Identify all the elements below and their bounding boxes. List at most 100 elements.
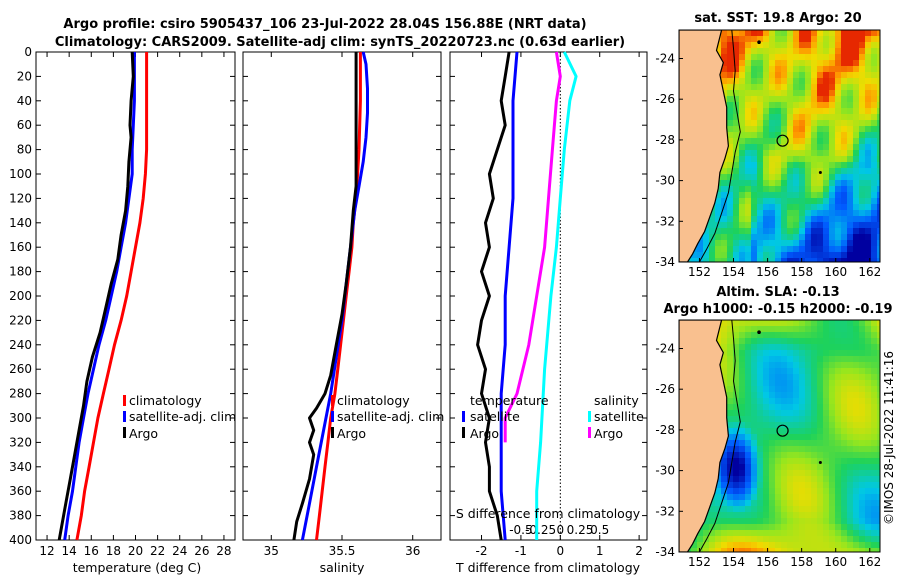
sla-map-title-2: Argo h1000: -0.15 h2000: -0.19 [663,302,892,317]
y-tick-label: 160 [9,240,32,254]
x-tick-label: 26 [194,544,209,558]
legend-title-temperature: temperature [470,393,549,408]
temperature-legend: climatology satellite-adj. clim Argo [123,393,236,441]
x-tick-label: 22 [150,544,165,558]
legend-label: climatology [129,393,202,408]
series-line-salinity-satellite [535,51,578,540]
x-tick-label: 18 [106,544,121,558]
series-line-argo [57,51,135,541]
x-tick-label: 36 [405,544,420,558]
plot-area [449,51,648,541]
y-tick-label: 300 [9,411,32,425]
series-line-satellite-adj-clim [63,52,136,541]
sst-map-title: sat. SST: 19.8 Argo: 20 [694,11,861,26]
x-tick-label: 158 [790,555,813,569]
island-marker [818,170,822,174]
y-tick-label: -26 [655,92,675,106]
x-tick-label: 35.5 [329,544,356,558]
land-mass [679,320,730,552]
legend-label: Argo [129,426,158,441]
y-tick-label: 240 [9,338,32,352]
y-tick-label: 140 [9,216,32,230]
y-tick-label: -24 [655,341,675,355]
legend-label: satellite-adj. clim [129,409,236,424]
title-line-2: Climatology: CARS2009. Satellite-adj cli… [55,35,625,50]
y-tick-label: 100 [9,167,32,181]
x-tick-label: 2 [635,544,643,558]
salinity-panel: 35 35.5 36 [242,51,442,558]
salinity-legend: climatology satellite-adj. clim Argo [331,393,444,441]
series-line-salinity-argo [503,51,562,443]
y-tick-label: -32 [655,214,675,228]
y-tick-label: -30 [655,464,675,478]
depth-contour [698,320,741,552]
y-tick-label: 360 [9,484,32,498]
x-tick-label: 152 [688,555,711,569]
legend-label: Argo [337,426,366,441]
series-line-temperature-argo [476,51,511,541]
plot-area [242,51,442,541]
y-tick-label: 20 [17,69,32,83]
y-tick-label: 0 [24,45,32,59]
x-tick-label: 154 [722,555,745,569]
legend-swatch-s-argo [588,427,591,438]
x-tick-label: 24 [172,544,187,558]
legend-swatch-t-argo [462,427,465,438]
s-tick-label: 0.25 [567,523,594,537]
y-tick-label: -34 [655,255,675,269]
y-tick-label: 400 [9,533,32,547]
x-tick-label: 14 [62,544,77,558]
map-field [679,30,880,262]
x-tick-label: 35 [264,544,279,558]
y-tick-label: -28 [655,423,675,437]
y-tick-label: 380 [9,509,32,523]
legend-title-salinity: salinity [594,393,639,408]
x-tick-label: 156 [756,555,779,569]
legend-swatch-argo [123,427,126,438]
x-tick-label: -2 [476,544,488,558]
series-line-climatology [75,52,149,541]
legend-swatch-satellite [123,411,126,422]
s-tick-label: 0.5 [590,523,609,537]
series-line-temperature-satellite [499,51,519,541]
x-tick-label: 160 [824,555,847,569]
copyright-text: ©IMOS 28-Jul-2022 11:41:16 [882,351,896,525]
s-tick-label: 0 [556,523,564,537]
temperature-panel: 12 14 16 18 20 22 24 26 280204060801001201401601… [9,45,236,558]
island-marker [757,40,761,45]
plot-area [35,51,236,541]
map-frame [678,319,881,553]
x-tick-label: 156 [756,265,779,279]
x-tick-label: 158 [790,265,813,279]
legend-swatch-argo [331,427,334,438]
legend-label: Argo [594,426,623,441]
legend-label: Argo [470,426,499,441]
series-line-argo [292,52,358,541]
x-tick-label: 1 [596,544,604,558]
s-tick-label: -0.5 [509,523,532,537]
x-tick-label: 0 [556,544,564,558]
x-tick-label: 12 [39,544,54,558]
y-tick-label: -28 [655,133,675,147]
legend-label: climatology [337,393,410,408]
depth-contour [698,30,741,262]
map-field [679,320,880,552]
y-tick-label: 340 [9,460,32,474]
x-tick-label: 162 [858,555,881,569]
y-tick-label: -30 [655,174,675,188]
island-marker [757,330,761,335]
salinity-xlabel: salinity [320,560,365,575]
difference-xlabel: T difference from climatology [455,560,641,575]
sst-map-panel: 152 154 156 158 160 162 -24 -26 -28 -30 -32 -34 [655,29,881,279]
x-tick-label: 28 [216,544,231,558]
y-tick-label: 260 [9,362,32,376]
x-tick-label: 160 [824,265,847,279]
legend-swatch-climatology [123,395,126,406]
y-tick-label: 40 [17,94,32,108]
y-tick-label: 180 [9,265,32,279]
y-tick-label: -34 [655,545,675,559]
y-tick-label: -24 [655,51,675,65]
x-tick-label: 162 [858,265,881,279]
x-tick-label: 16 [84,544,99,558]
